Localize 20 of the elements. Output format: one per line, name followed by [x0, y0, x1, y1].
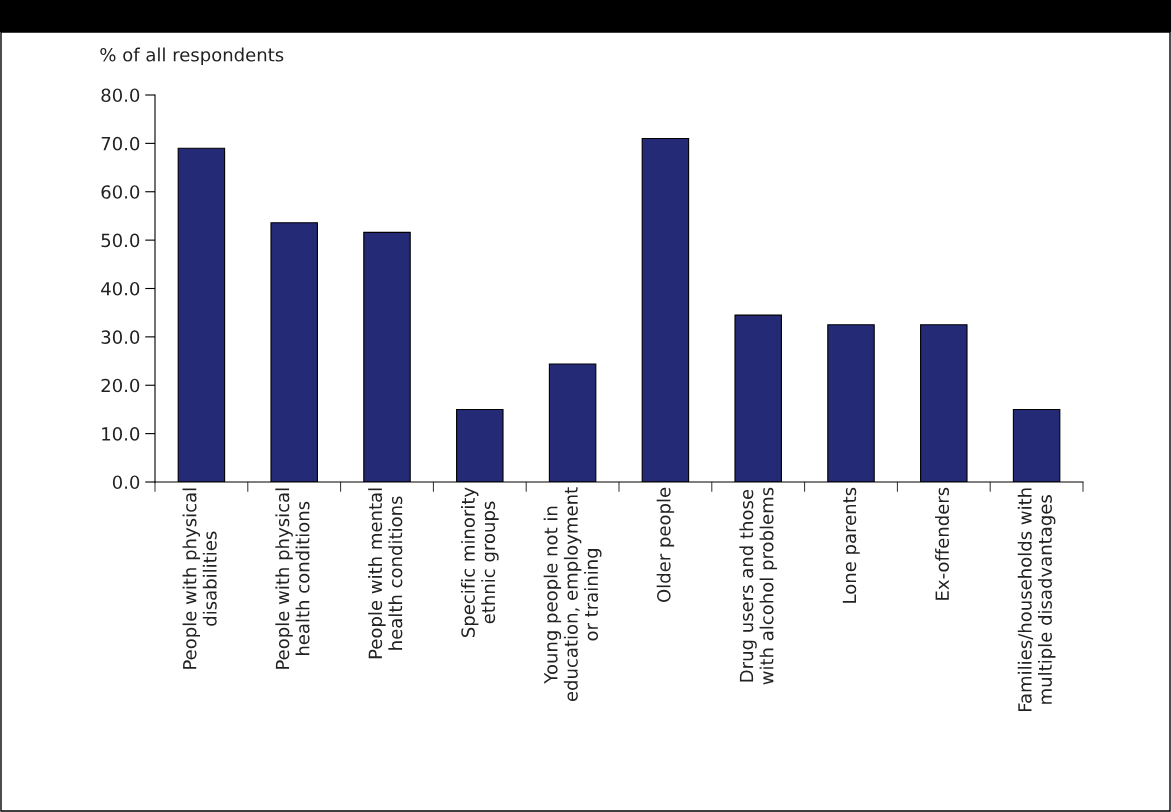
y-tick-label: 10.0 — [102, 427, 140, 441]
x-tick-label: Specific minority ethnic groups — [460, 487, 499, 637]
x-tick-label: People with physical disabilities — [182, 488, 217, 669]
x-tick-label: People with mental health conditions — [368, 488, 403, 659]
x-tick-label: Young people not in education, employment or training — [543, 487, 602, 702]
y-tick-label: 80.0 — [101, 88, 140, 103]
y-tick-label: 20.0 — [101, 378, 140, 393]
y-axis-title: % of all respondents — [100, 47, 284, 66]
x-tick-label: Drug users and those with alcohol problems — [739, 487, 778, 685]
y-tick-label: 30.0 — [101, 330, 140, 344]
y-tick-label: 40.0 — [101, 281, 140, 296]
y-tick-label: 70.0 — [101, 136, 140, 151]
x-tick-label: Lone parents — [842, 487, 860, 603]
y-tick-label: 60.0 — [101, 185, 140, 199]
x-tick-label: Ex-offenders — [935, 487, 950, 600]
x-tick-label: People with physical health conditions — [275, 488, 310, 669]
y-tick-label: 50.0 — [101, 233, 140, 248]
y-tick-label: 0.0 — [112, 475, 140, 490]
x-tick-label: Families/households with multiple disadvantages — [1017, 488, 1056, 711]
x-tick-label: Older people — [656, 487, 675, 603]
